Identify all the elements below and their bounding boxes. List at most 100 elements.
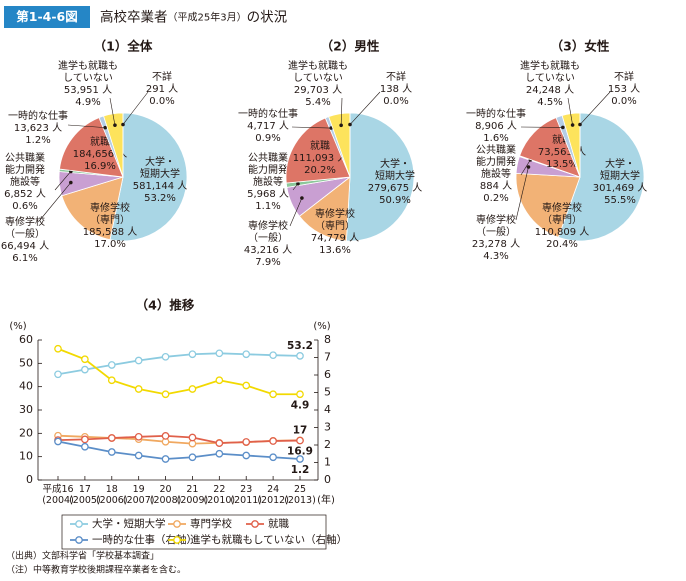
- slice-percent: 13.6%: [319, 245, 351, 256]
- leader-dot: [121, 122, 125, 127]
- slice-percent: 13.5%: [546, 159, 578, 170]
- legend-label: 進学も就職もしていない（右軸）: [190, 533, 347, 546]
- series-point: [134, 451, 143, 460]
- series-point: [188, 433, 197, 442]
- y2-tick-label: 3: [324, 421, 331, 434]
- slice-count: 43,216 人: [244, 244, 292, 256]
- end-value-label: 1.2: [291, 464, 310, 476]
- pie-slice: [557, 112, 645, 242]
- y-axis-unit: (%): [9, 321, 26, 332]
- slice-count: 66,494 人: [1, 240, 49, 252]
- slice-percent: 20.2%: [304, 165, 336, 176]
- x-tick-label: 21 (2009): [177, 484, 209, 506]
- slice-percent: 4.9%: [75, 97, 100, 108]
- slice-label: 公共職業能力開発施設等: [476, 143, 516, 180]
- series-point: [269, 437, 277, 445]
- slice-percent: 1.6%: [483, 133, 508, 144]
- slice-count: 153 人: [608, 83, 640, 95]
- slice-percent: 0.0%: [149, 96, 174, 107]
- series-point: [188, 350, 197, 359]
- slice-label: 専修学校（一般）: [476, 213, 516, 238]
- slice-label: 公共職業能力開発施設等: [5, 151, 45, 188]
- slice-label: 不詳: [152, 70, 172, 83]
- slice-count: 5,968 人: [247, 188, 289, 200]
- series-point: [161, 432, 170, 440]
- x-axis-unit: (年): [317, 493, 335, 506]
- series-point: [161, 455, 170, 463]
- series-point: [269, 390, 277, 399]
- slice-count: 74,779 人: [311, 232, 359, 244]
- leader-line: [579, 91, 611, 125]
- y2-tick-label: 6: [324, 368, 331, 381]
- legend-label: 専門学校: [190, 517, 232, 530]
- slice-label: 一時的な仕事: [466, 107, 526, 120]
- series-point: [188, 453, 197, 462]
- leader-line: [54, 171, 72, 191]
- leader-line: [122, 91, 149, 125]
- series-point: [107, 376, 116, 385]
- title-main: 高校卒業者: [100, 9, 168, 26]
- slice-percent: 0.6%: [12, 201, 37, 212]
- y2-tick-label: 5: [324, 386, 331, 399]
- legend-marker: [173, 520, 181, 528]
- leader-dot: [300, 196, 304, 200]
- end-value-label: 17: [293, 424, 308, 436]
- y-tick-label: 40: [19, 380, 33, 393]
- series-point: [296, 436, 304, 445]
- series-point: [81, 442, 89, 451]
- y2-tick-label: 1: [324, 456, 331, 469]
- legend-marker: [251, 520, 259, 528]
- slice-label: 専修学校（専門）: [315, 207, 355, 232]
- slice-label: 大学・短期大学: [140, 155, 180, 180]
- series-point: [161, 390, 170, 399]
- leader-line: [515, 166, 529, 221]
- leader-line: [39, 182, 72, 221]
- leader-line: [520, 159, 531, 176]
- legend-label: 就職: [268, 517, 289, 530]
- series-point: [188, 385, 197, 393]
- slice-count: 138 人: [380, 83, 412, 95]
- leader-line: [291, 126, 332, 129]
- series-point: [107, 434, 116, 442]
- series-line: [57, 434, 301, 445]
- slice-label: 進学も就職もしていない: [520, 59, 580, 84]
- series-point: [81, 355, 89, 364]
- leader-dot: [69, 180, 73, 185]
- pie-slice: [345, 112, 415, 242]
- slice-count: 4,717 人: [247, 120, 289, 132]
- series-point: [54, 437, 62, 446]
- legend-label: 一時的な仕事（右軸）: [92, 533, 197, 546]
- series-point: [81, 365, 89, 374]
- y2-axis-unit: (%): [313, 321, 330, 332]
- y-tick-label: 10: [19, 450, 33, 463]
- leader-dot: [578, 122, 582, 127]
- leader-dot: [113, 123, 117, 127]
- x-tick-label: 19 (2007): [123, 484, 155, 506]
- series-point: [215, 449, 224, 458]
- leader-line: [349, 91, 381, 125]
- y2-tick-label: 0: [324, 473, 331, 486]
- leader-dot: [296, 181, 300, 186]
- series-point: [296, 390, 304, 399]
- series-point: [242, 350, 251, 359]
- series-point: [81, 435, 89, 444]
- slice-percent: 1.1%: [255, 201, 280, 212]
- series-point: [269, 453, 277, 462]
- slice-label: 公共職業能力開発施設等: [248, 151, 288, 188]
- series-point: [242, 438, 251, 446]
- y-tick-label: 60: [19, 333, 33, 346]
- x-tick-label: 24 (2012): [257, 484, 289, 506]
- slice-count: 291 人: [146, 83, 178, 95]
- slice-percent: 55.5%: [604, 195, 636, 206]
- x-tick-label: 25 (2013): [284, 484, 316, 506]
- end-value-label: 4.9: [291, 399, 310, 411]
- slice-label: 就職: [90, 135, 110, 148]
- series-point: [215, 349, 224, 358]
- chart-title: （4）推移: [136, 298, 195, 313]
- pie-title: （1）全体: [94, 39, 153, 54]
- series-point: [242, 451, 251, 460]
- pie-slice: [59, 117, 124, 178]
- slice-percent: 0.2%: [483, 193, 508, 204]
- leader-line: [289, 197, 303, 227]
